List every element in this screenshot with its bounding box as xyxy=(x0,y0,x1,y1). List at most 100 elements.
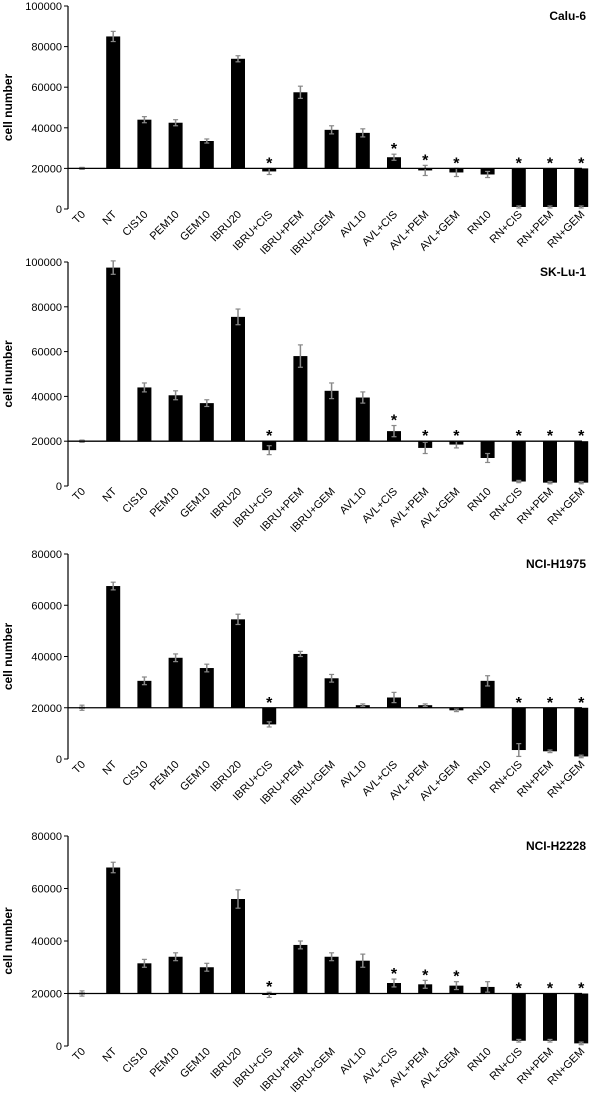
bar xyxy=(168,395,183,442)
bar xyxy=(293,944,308,994)
y-tick-label: 60000 xyxy=(31,82,62,94)
x-tick-label: PEM10 xyxy=(148,486,182,520)
y-axis-label: cell number xyxy=(1,907,15,975)
bar xyxy=(137,387,152,442)
bar xyxy=(324,956,339,994)
x-tick-label: CIS10 xyxy=(120,759,150,789)
x-tick-label: GEM10 xyxy=(178,759,213,794)
x-tick-label: GEM10 xyxy=(178,209,213,244)
y-tick-label: 80000 xyxy=(31,831,62,843)
y-tick-label: 20000 xyxy=(31,703,62,715)
chart-title: SK-Lu-1 xyxy=(540,265,586,279)
chart-panel: 0 20000 40000 60000 80000 100000 cell number SK… xyxy=(1,257,589,535)
bar xyxy=(543,441,557,483)
bar xyxy=(574,168,589,207)
significance-marker: * xyxy=(578,695,585,712)
bar xyxy=(231,619,245,708)
x-tick-label: RN10 xyxy=(465,759,493,787)
bar xyxy=(199,967,214,994)
significance-marker: * xyxy=(453,428,460,445)
chart-panel: 0 20000 40000 60000 80000 100000 cell number Ca… xyxy=(1,1,589,258)
x-tick-label: RN10 xyxy=(465,209,493,237)
x-tick-label: NT xyxy=(100,208,119,227)
y-tick-label: 40000 xyxy=(31,936,62,948)
x-tick-label: GEM10 xyxy=(178,486,213,521)
y-tick-label: 20000 xyxy=(31,436,62,448)
bar xyxy=(355,132,370,169)
significance-marker: * xyxy=(547,428,554,445)
y-axis-label: cell number xyxy=(1,340,15,408)
significance-marker: * xyxy=(391,966,398,983)
x-tick-label: CIS10 xyxy=(120,209,150,239)
bar xyxy=(574,707,589,757)
bar xyxy=(324,390,339,442)
x-tick-label: PEM10 xyxy=(148,1046,182,1080)
bar xyxy=(355,960,370,994)
x-tick-label: T0 xyxy=(71,1046,89,1064)
y-tick-label: 40000 xyxy=(31,123,62,135)
bar xyxy=(199,668,214,708)
bar xyxy=(168,122,183,169)
bar xyxy=(574,441,589,483)
bar xyxy=(511,168,526,207)
bar xyxy=(324,678,339,708)
significance-marker: * xyxy=(266,428,273,445)
x-tick-label: CIS10 xyxy=(120,1046,150,1076)
y-tick-label: 80000 xyxy=(31,302,62,314)
significance-marker: * xyxy=(516,155,523,172)
significance-marker: * xyxy=(516,981,523,998)
y-axis-label: cell number xyxy=(1,73,15,141)
significance-marker: * xyxy=(422,967,429,984)
bar xyxy=(293,653,308,708)
bar xyxy=(511,441,526,482)
y-tick-label: 0 xyxy=(56,481,62,493)
bar xyxy=(511,707,526,751)
y-tick-label: 60000 xyxy=(31,600,62,612)
significance-marker: * xyxy=(516,695,523,712)
bar xyxy=(137,119,152,169)
y-tick-label: 20000 xyxy=(31,989,62,1001)
bar xyxy=(355,397,370,442)
significance-marker: * xyxy=(266,695,273,712)
significance-marker: * xyxy=(422,428,429,445)
x-tick-label: RN10 xyxy=(465,1046,493,1074)
bar xyxy=(262,707,277,725)
significance-marker: * xyxy=(266,155,273,172)
significance-marker: * xyxy=(453,969,460,986)
significance-marker: * xyxy=(547,981,554,998)
x-tick-label: PEM10 xyxy=(148,209,182,243)
significance-marker: * xyxy=(578,981,585,998)
bar xyxy=(543,993,557,1041)
significance-marker: * xyxy=(391,141,398,158)
significance-marker: * xyxy=(422,152,429,169)
bar xyxy=(106,36,121,169)
y-tick-label: 20000 xyxy=(31,163,62,175)
bar xyxy=(511,993,526,1041)
bar xyxy=(137,680,152,708)
y-tick-label: 0 xyxy=(56,754,62,766)
bar xyxy=(480,680,495,708)
bar xyxy=(387,983,401,994)
bar xyxy=(231,58,245,169)
chart-panel: 0 20000 40000 60000 80000 cell number NCI-H222… xyxy=(1,831,589,1095)
x-tick-label: NT xyxy=(100,485,119,504)
bar xyxy=(199,403,214,442)
y-tick-label: 60000 xyxy=(31,884,62,896)
y-tick-label: 100000 xyxy=(25,1,62,13)
x-tick-label: CIS10 xyxy=(120,486,150,516)
bar xyxy=(168,657,183,708)
significance-marker: * xyxy=(547,695,554,712)
bar xyxy=(418,984,433,994)
y-tick-label: 100000 xyxy=(25,257,62,269)
chart-panel: 0 20000 40000 60000 80000 cell number NCI-H197… xyxy=(1,549,589,808)
x-tick-label: NT xyxy=(100,758,119,777)
bar xyxy=(574,993,589,1044)
significance-marker: * xyxy=(266,979,273,996)
bar xyxy=(137,963,152,994)
y-tick-label: 60000 xyxy=(31,347,62,359)
significance-marker: * xyxy=(516,428,523,445)
y-tick-label: 0 xyxy=(56,204,62,216)
bar xyxy=(387,157,401,169)
